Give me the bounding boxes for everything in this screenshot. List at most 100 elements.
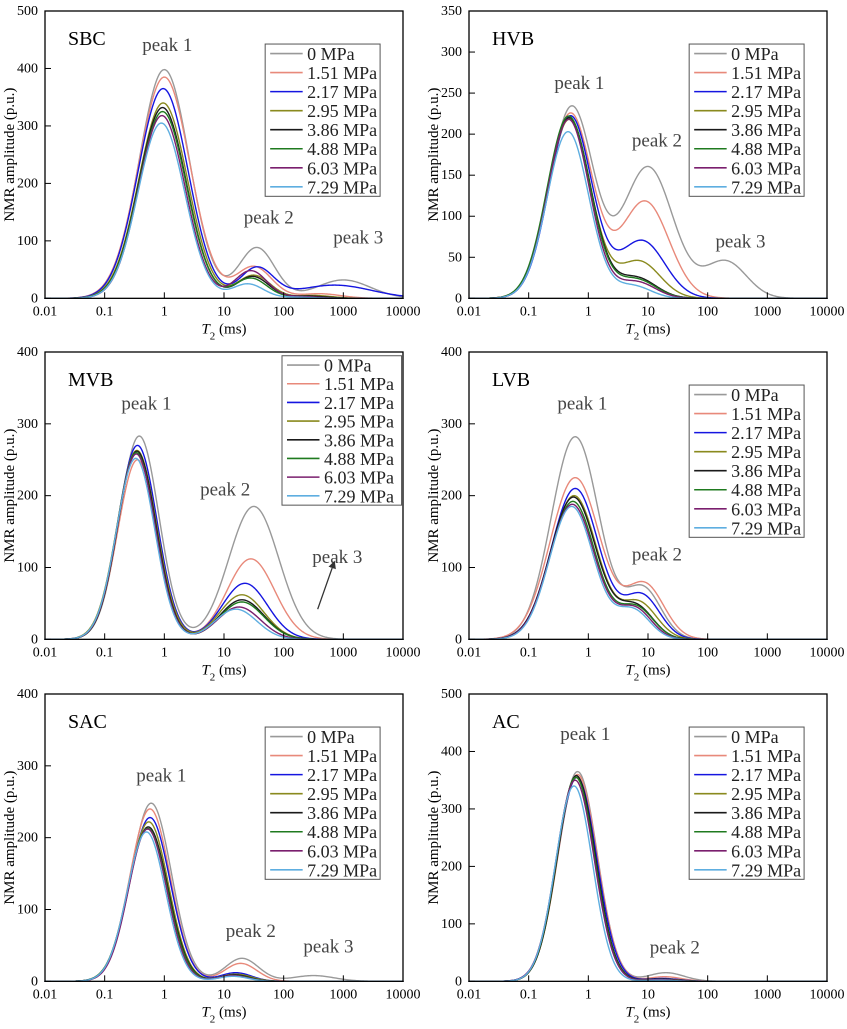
svg-text:peak 1: peak 1 [557, 394, 607, 415]
svg-text:300: 300 [441, 417, 462, 432]
svg-text:100: 100 [17, 902, 38, 917]
svg-text:100: 100 [441, 209, 462, 224]
svg-text:100: 100 [17, 561, 38, 576]
svg-text:0.1: 0.1 [96, 304, 113, 319]
svg-text:1000: 1000 [753, 304, 781, 319]
svg-text:10: 10 [641, 304, 655, 319]
svg-text:0.1: 0.1 [96, 646, 113, 661]
svg-text:peak 2: peak 2 [244, 208, 294, 229]
svg-text:100: 100 [441, 561, 462, 576]
svg-text:6.03 MPa: 6.03 MPa [731, 841, 801, 861]
svg-text:0 MPa: 0 MPa [731, 385, 778, 405]
svg-text:peak 1: peak 1 [554, 73, 604, 94]
svg-text:200: 200 [17, 176, 38, 191]
svg-text:10000: 10000 [386, 646, 421, 661]
svg-text:0.01: 0.01 [33, 304, 57, 319]
svg-text:1.51 MPa: 1.51 MPa [731, 404, 801, 424]
svg-text:10000: 10000 [386, 304, 421, 319]
svg-text:10000: 10000 [386, 987, 421, 1002]
svg-text:6.03 MPa: 6.03 MPa [324, 468, 394, 488]
svg-text:10000: 10000 [809, 304, 844, 319]
svg-text:300: 300 [17, 417, 38, 432]
svg-text:10: 10 [217, 987, 231, 1002]
svg-text:peak 1: peak 1 [142, 35, 192, 56]
svg-text:NMR amplitude (p.u.): NMR amplitude (p.u.) [426, 429, 442, 563]
svg-text:350: 350 [441, 4, 462, 19]
svg-text:peak 3: peak 3 [312, 548, 362, 569]
svg-text:2.95 MPa: 2.95 MPa [324, 412, 394, 432]
svg-text:MVB: MVB [68, 369, 114, 391]
svg-text:10000: 10000 [809, 646, 844, 661]
svg-text:10: 10 [217, 646, 231, 661]
svg-text:1: 1 [161, 304, 168, 319]
svg-text:2.17 MPa: 2.17 MPa [307, 82, 377, 102]
svg-text:peak 3: peak 3 [715, 231, 765, 252]
svg-text:0: 0 [455, 291, 462, 306]
svg-text:100: 100 [273, 646, 294, 661]
svg-text:6.03 MPa: 6.03 MPa [307, 841, 377, 861]
svg-text:1: 1 [161, 646, 168, 661]
svg-text:200: 200 [441, 859, 462, 874]
svg-text:7.29 MPa: 7.29 MPa [731, 519, 801, 539]
svg-text:7.29 MPa: 7.29 MPa [731, 177, 801, 197]
svg-text:0.01: 0.01 [33, 646, 57, 661]
svg-text:1.51 MPa: 1.51 MPa [324, 375, 394, 395]
svg-text:1000: 1000 [753, 646, 781, 661]
svg-text:100: 100 [273, 987, 294, 1002]
svg-text:2.95 MPa: 2.95 MPa [731, 442, 801, 462]
svg-text:0 MPa: 0 MPa [307, 727, 354, 747]
svg-text:500: 500 [17, 4, 38, 19]
svg-text:0: 0 [455, 633, 462, 648]
svg-text:peak 2: peak 2 [200, 480, 250, 501]
svg-text:100: 100 [697, 987, 718, 1002]
svg-text:300: 300 [441, 45, 462, 60]
svg-text:1.51 MPa: 1.51 MPa [731, 63, 801, 83]
svg-text:1: 1 [161, 987, 168, 1002]
svg-text:250: 250 [441, 86, 462, 101]
svg-text:peak 1: peak 1 [560, 724, 610, 745]
svg-text:4.88 MPa: 4.88 MPa [307, 139, 377, 159]
svg-text:1000: 1000 [753, 987, 781, 1002]
svg-text:0: 0 [455, 974, 462, 989]
svg-text:3.86 MPa: 3.86 MPa [307, 120, 377, 140]
svg-text:3.86 MPa: 3.86 MPa [731, 462, 801, 482]
svg-text:400: 400 [17, 687, 38, 702]
svg-text:4.88 MPa: 4.88 MPa [324, 449, 394, 469]
svg-text:0 MPa: 0 MPa [307, 44, 354, 64]
svg-text:1.51 MPa: 1.51 MPa [307, 63, 377, 83]
svg-text:50: 50 [448, 250, 462, 265]
svg-text:400: 400 [441, 744, 462, 759]
svg-text:200: 200 [17, 489, 38, 504]
svg-text:100: 100 [17, 234, 38, 249]
svg-text:1000: 1000 [329, 646, 357, 661]
svg-text:0.01: 0.01 [456, 646, 480, 661]
svg-text:SAC: SAC [68, 711, 107, 733]
svg-text:1000: 1000 [329, 304, 357, 319]
svg-text:peak 1: peak 1 [121, 394, 171, 415]
svg-text:NMR amplitude (p.u.): NMR amplitude (p.u.) [2, 429, 18, 563]
svg-text:2.95 MPa: 2.95 MPa [731, 784, 801, 804]
svg-text:300: 300 [441, 802, 462, 817]
svg-text:6.03 MPa: 6.03 MPa [731, 500, 801, 520]
svg-text:0: 0 [31, 291, 38, 306]
svg-text:1000: 1000 [329, 987, 357, 1002]
svg-text:100: 100 [697, 304, 718, 319]
svg-text:2.95 MPa: 2.95 MPa [307, 101, 377, 121]
svg-text:4.88 MPa: 4.88 MPa [731, 481, 801, 501]
svg-text:3.86 MPa: 3.86 MPa [731, 803, 801, 823]
svg-text:2.17 MPa: 2.17 MPa [731, 765, 801, 785]
svg-text:0.1: 0.1 [519, 646, 536, 661]
svg-text:0.1: 0.1 [519, 304, 536, 319]
svg-text:0: 0 [31, 633, 38, 648]
svg-text:2.95 MPa: 2.95 MPa [307, 784, 377, 804]
svg-text:NMR amplitude (p.u.): NMR amplitude (p.u.) [2, 88, 18, 222]
svg-text:2.17 MPa: 2.17 MPa [307, 765, 377, 785]
svg-text:0 MPa: 0 MPa [731, 44, 778, 64]
svg-text:400: 400 [17, 345, 38, 360]
svg-text:0.01: 0.01 [456, 304, 480, 319]
svg-text:400: 400 [441, 345, 462, 360]
svg-text:1: 1 [584, 646, 591, 661]
svg-text:300: 300 [17, 119, 38, 134]
svg-text:peak 1: peak 1 [136, 765, 186, 786]
svg-text:200: 200 [441, 127, 462, 142]
